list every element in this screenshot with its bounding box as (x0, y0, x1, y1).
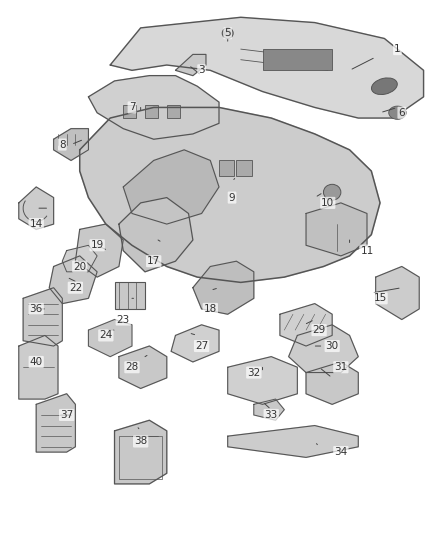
Text: 38: 38 (134, 437, 147, 447)
Text: 20: 20 (73, 262, 86, 271)
Text: 1: 1 (394, 44, 401, 54)
Polygon shape (19, 187, 53, 229)
Polygon shape (193, 261, 254, 314)
Polygon shape (88, 76, 219, 139)
Polygon shape (49, 256, 97, 304)
Text: 36: 36 (30, 304, 43, 314)
Polygon shape (36, 394, 75, 452)
Polygon shape (115, 420, 167, 484)
Text: 22: 22 (69, 282, 82, 293)
Text: 37: 37 (60, 410, 73, 420)
Ellipse shape (371, 78, 397, 94)
Polygon shape (110, 17, 424, 118)
Ellipse shape (224, 30, 231, 36)
Polygon shape (19, 335, 58, 399)
Text: 31: 31 (334, 362, 347, 372)
Text: 15: 15 (374, 293, 387, 303)
Text: 11: 11 (360, 246, 374, 256)
Text: 7: 7 (129, 102, 135, 112)
FancyBboxPatch shape (167, 105, 180, 118)
Text: 28: 28 (125, 362, 138, 372)
Polygon shape (228, 357, 297, 405)
Text: 3: 3 (198, 66, 205, 75)
Polygon shape (88, 319, 132, 357)
Polygon shape (53, 128, 88, 160)
Text: 24: 24 (99, 330, 113, 341)
Text: 23: 23 (117, 314, 130, 325)
Text: 19: 19 (91, 240, 104, 251)
Text: 34: 34 (334, 447, 347, 457)
FancyBboxPatch shape (115, 282, 145, 309)
Polygon shape (23, 288, 62, 346)
Polygon shape (62, 245, 97, 272)
Polygon shape (228, 425, 358, 457)
Text: 8: 8 (59, 140, 66, 150)
FancyBboxPatch shape (219, 160, 234, 176)
Polygon shape (119, 346, 167, 389)
Text: 30: 30 (325, 341, 339, 351)
Ellipse shape (323, 184, 341, 200)
Text: 6: 6 (399, 108, 405, 118)
Text: 10: 10 (321, 198, 334, 208)
Polygon shape (171, 325, 219, 362)
Polygon shape (75, 224, 123, 277)
Polygon shape (306, 203, 367, 256)
Text: 27: 27 (195, 341, 208, 351)
FancyBboxPatch shape (145, 105, 158, 118)
FancyBboxPatch shape (123, 105, 136, 118)
Ellipse shape (389, 106, 406, 119)
FancyBboxPatch shape (262, 49, 332, 70)
Polygon shape (119, 198, 193, 272)
Text: 14: 14 (30, 219, 43, 229)
Text: 17: 17 (147, 256, 160, 266)
FancyBboxPatch shape (237, 160, 252, 176)
Polygon shape (280, 304, 332, 346)
Polygon shape (176, 54, 206, 76)
Text: 18: 18 (204, 304, 217, 314)
Polygon shape (80, 108, 380, 282)
Ellipse shape (222, 28, 233, 38)
Text: 32: 32 (247, 368, 261, 377)
Text: 40: 40 (30, 357, 43, 367)
Text: 9: 9 (229, 192, 235, 203)
Polygon shape (254, 399, 284, 420)
Polygon shape (306, 362, 358, 405)
Text: 29: 29 (312, 325, 326, 335)
Text: 5: 5 (224, 28, 231, 38)
Polygon shape (376, 266, 419, 319)
Text: 33: 33 (265, 410, 278, 420)
Polygon shape (123, 150, 219, 224)
Polygon shape (289, 325, 358, 373)
